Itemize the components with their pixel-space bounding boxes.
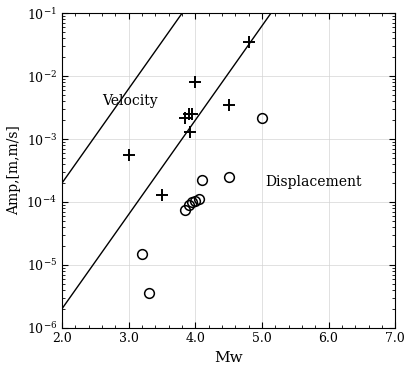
Y-axis label: Amp,[m,m/s]: Amp,[m,m/s] bbox=[7, 126, 21, 215]
Text: Velocity: Velocity bbox=[102, 94, 158, 108]
Text: Displacement: Displacement bbox=[265, 175, 362, 189]
X-axis label: Mw: Mw bbox=[214, 351, 243, 365]
